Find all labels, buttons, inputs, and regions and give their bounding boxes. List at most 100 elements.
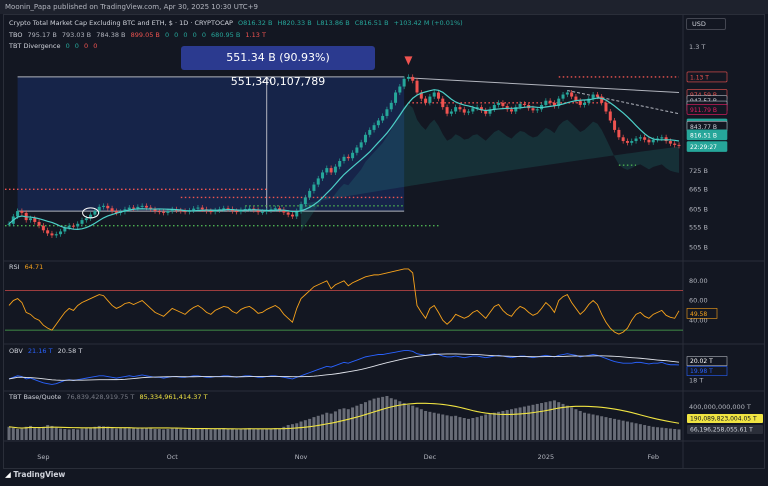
footer-brand-text: TradingView bbox=[13, 470, 66, 479]
candle-body bbox=[196, 207, 200, 209]
volume-bar bbox=[166, 429, 170, 440]
volume-bar bbox=[50, 425, 54, 440]
volume-bar bbox=[84, 428, 88, 440]
price-tick-label: 505 B bbox=[689, 244, 708, 252]
price-tick-label: 1.3 T bbox=[689, 43, 705, 51]
volume-bar bbox=[664, 428, 668, 440]
volume-bar bbox=[634, 423, 638, 440]
candle-body bbox=[278, 208, 282, 210]
candle-body bbox=[531, 108, 535, 111]
volume-bar bbox=[505, 410, 509, 440]
candle-body bbox=[625, 141, 629, 143]
volume-bar bbox=[33, 427, 37, 440]
bq-legend: TBT Base/Quote 76,839,428,919.75 T 85,33… bbox=[9, 393, 211, 401]
volume-bar bbox=[226, 428, 230, 440]
candle-body bbox=[673, 143, 677, 145]
main-title: Crypto Total Market Cap Excluding BTC an… bbox=[9, 19, 233, 27]
volume-bar bbox=[46, 425, 50, 440]
volume-bar bbox=[312, 417, 316, 440]
volume-bar bbox=[643, 425, 647, 440]
ohlc-low: L813.86 B bbox=[316, 19, 350, 27]
volume-bar bbox=[656, 427, 660, 440]
rsi-tick-label: 60.00 bbox=[689, 297, 708, 305]
volume-bar bbox=[488, 413, 492, 440]
volume-bar bbox=[617, 419, 621, 440]
rsi-tick-label: 80.00 bbox=[689, 277, 708, 285]
volume-bar bbox=[200, 428, 204, 440]
volume-bar bbox=[119, 428, 123, 440]
volume-bar bbox=[591, 414, 595, 440]
volume-bar bbox=[16, 429, 20, 440]
volume-bar bbox=[213, 429, 217, 440]
volume-bar bbox=[398, 401, 402, 440]
volume-bar bbox=[428, 411, 432, 440]
volume-bar bbox=[20, 428, 24, 440]
volume-bar bbox=[475, 417, 479, 440]
volume-bar bbox=[321, 414, 325, 440]
candle-body bbox=[329, 168, 333, 173]
candle-body bbox=[479, 107, 483, 111]
candle-body bbox=[355, 147, 359, 153]
measure-tooltip: 551.34 B (90.93%) 551,340,107,789 bbox=[181, 46, 375, 88]
obv-tag-label: 19.98 T bbox=[690, 368, 713, 375]
price-tick-label: 555 B bbox=[689, 224, 708, 232]
candle-body bbox=[454, 107, 458, 112]
candle-body bbox=[522, 103, 526, 105]
candle-body bbox=[394, 92, 398, 103]
volume-bar bbox=[205, 429, 209, 440]
highlight-circle bbox=[82, 207, 100, 219]
candle-body bbox=[157, 211, 161, 213]
candle-body bbox=[514, 107, 518, 112]
volume-bar bbox=[552, 400, 556, 440]
candle-body bbox=[548, 100, 552, 103]
volume-bar bbox=[638, 424, 642, 440]
volume-bar bbox=[110, 427, 114, 440]
volume-bar bbox=[647, 425, 651, 440]
tbo-v10: 1.13 T bbox=[245, 31, 266, 39]
volume-bar bbox=[248, 428, 252, 440]
volume-bar bbox=[76, 429, 80, 440]
volume-bar bbox=[256, 429, 260, 440]
obv-value2: 20.58 T bbox=[57, 347, 83, 355]
volume-bar bbox=[497, 411, 501, 440]
volume-bar bbox=[239, 429, 243, 440]
volume-bar bbox=[574, 409, 578, 440]
obv-tag-box bbox=[686, 356, 728, 366]
candle-body bbox=[127, 207, 131, 210]
bq-value1: 76,839,428,919.75 T bbox=[66, 393, 135, 401]
volume-bar bbox=[381, 396, 385, 440]
volume-bar bbox=[63, 429, 67, 440]
candle-body bbox=[402, 78, 406, 87]
currency-button[interactable]: USD bbox=[686, 18, 726, 30]
volume-bar bbox=[28, 425, 32, 440]
volume-bar bbox=[454, 415, 458, 440]
candle-body bbox=[368, 129, 372, 135]
volume-bar bbox=[278, 428, 282, 440]
volume-bar bbox=[604, 417, 608, 440]
volume-bar bbox=[162, 429, 166, 440]
volume-bar bbox=[308, 418, 312, 440]
candle-body bbox=[647, 139, 651, 143]
candle-body bbox=[46, 230, 50, 234]
candle-body bbox=[106, 205, 110, 209]
candle-body bbox=[561, 94, 565, 99]
bq-value2: 85,334,961,414.37 T bbox=[139, 393, 208, 401]
candle-body bbox=[518, 103, 522, 108]
candle-body bbox=[656, 138, 660, 140]
price-tag-box bbox=[686, 103, 728, 115]
volume-bar bbox=[217, 428, 221, 440]
volume-bar bbox=[595, 415, 599, 440]
candle-body bbox=[54, 234, 58, 236]
candle-body bbox=[239, 210, 243, 212]
bq-label: TBT Base/Quote bbox=[9, 393, 62, 401]
volume-bar bbox=[333, 411, 337, 440]
price-tag-label: 816.51 B bbox=[690, 132, 717, 139]
candle-body bbox=[501, 102, 505, 107]
price-tick-label: 605 B bbox=[689, 205, 708, 213]
candle-body bbox=[243, 208, 247, 211]
volume-bar bbox=[67, 429, 71, 440]
price-tag-box bbox=[686, 71, 728, 83]
volume-bar bbox=[376, 397, 380, 440]
candle-body bbox=[660, 137, 664, 139]
